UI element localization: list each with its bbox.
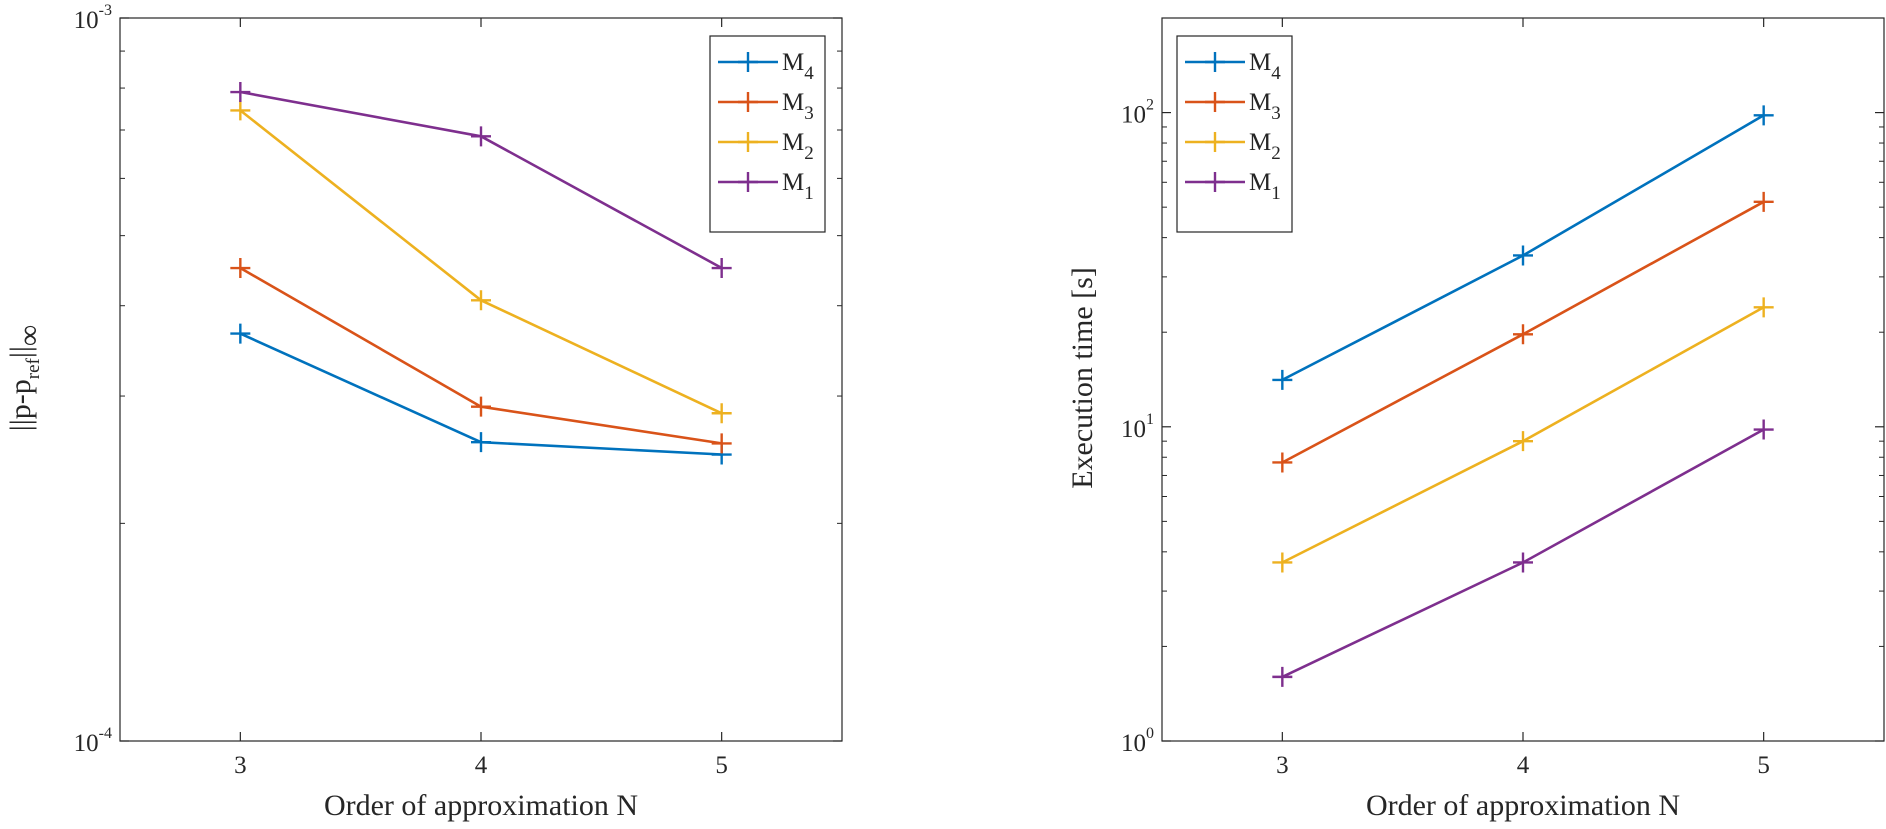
chart-2-legend-entry-m3: M3 (1249, 89, 1281, 124)
chart-1-x-tick-label: 4 (475, 752, 488, 779)
chart-2-x-tick-label: 3 (1276, 752, 1289, 779)
chart-2-legend-sub: 1 (1271, 183, 1281, 204)
chart-1-data-point-m3 (471, 396, 491, 417)
chart-2-data-point-m2 (1753, 297, 1774, 318)
chart-2-x-axis-label: Order of approximation N (1366, 789, 1680, 822)
chart-1-data-point-m1 (471, 126, 491, 147)
chart-1-x-tick-label: 5 (715, 752, 728, 779)
chart-2-legend-sub: 2 (1271, 143, 1281, 164)
chart-2-y-tick-label: 102 (1121, 97, 1154, 129)
chart-2-legend-marker-m4 (1205, 52, 1225, 72)
chart-1-legend-entry-m3: M3 (782, 89, 814, 124)
chart-1-data-point-m3 (711, 433, 732, 454)
chart-1-legend-sub: 1 (804, 183, 814, 204)
chart-2-data-point-m3 (1513, 324, 1533, 345)
chart-2-data-point-m1 (1513, 552, 1533, 573)
chart-2-y-tick-exp: 1 (1146, 411, 1154, 428)
chart-1-x-tick-label: 3 (234, 752, 247, 779)
chart-2-data-point-m2 (1513, 431, 1533, 452)
chart-2-legend-name: M (1249, 89, 1271, 116)
chart-1-legend-name: M (782, 49, 804, 76)
chart-2-legend-name: M (1249, 49, 1271, 76)
chart-2-data-point-m2 (1272, 552, 1293, 573)
chart-1-legend-sub: 2 (804, 143, 814, 164)
chart-2-x-tick-label: 4 (1517, 752, 1530, 779)
chart-2-y-tick-label: 101 (1121, 411, 1154, 443)
chart-1-y-tick-exp: -3 (99, 2, 112, 19)
chart-1-y-label-inf: ∞ (13, 325, 46, 346)
chart-1-data-point-m3 (230, 258, 251, 279)
chart-1-y-tick-base: 10 (74, 730, 99, 757)
chart-2-data-point-m4 (1272, 369, 1293, 390)
chart-2-y-tick-base: 10 (1121, 416, 1146, 443)
chart-1-y-label-tail: || (4, 346, 37, 358)
chart-1-y-tick-base: 10 (74, 7, 99, 34)
chart-2-y-tick-base: 10 (1121, 102, 1146, 129)
chart-2-legend-marker-m2 (1205, 132, 1225, 152)
chart-1-data-point-m2 (230, 100, 251, 121)
chart-1-y-label-sub: ref (23, 357, 44, 379)
chart-2-legend-box (1176, 35, 1293, 233)
chart-1-y-tick-label: 10-3 (74, 2, 112, 34)
chart-2-x-tick-label: 5 (1757, 752, 1770, 779)
chart-1-legend-entry-m4: M4 (782, 49, 814, 84)
chart-1-y-label-base: ||p-p (4, 379, 37, 431)
chart-1-legend-marker-m3 (738, 92, 758, 112)
chart-1-data-point-m2 (471, 290, 491, 311)
chart-1-data-point-m1 (230, 82, 251, 103)
chart-1-y-axis-label: ||p-pref||∞ (4, 325, 46, 432)
chart-1-series-line-m1 (240, 90, 723, 270)
chart-1-y-tick-label: 10-4 (74, 725, 112, 757)
chart-2-data-point-m3 (1753, 191, 1774, 212)
chart-1-legend-entry-m1: M1 (782, 169, 814, 204)
chart-2-y-tick-label: 100 (1121, 725, 1154, 757)
chart-2-legend-marker-m1 (1205, 172, 1225, 192)
chart-1-data-point-m2 (711, 403, 732, 424)
chart-2-legend-entry-m2: M2 (1249, 129, 1281, 164)
chart-2-legend-entry-m4: M4 (1249, 49, 1281, 84)
chart-2-y-tick-exp: 0 (1146, 725, 1154, 742)
chart-1-legend-name: M (782, 169, 804, 196)
chart-2-data-point-m1 (1272, 666, 1293, 687)
chart-1-legend-sub: 3 (804, 103, 814, 124)
chart-2-legend-name: M (1249, 169, 1271, 196)
chart-2-data-point-m1 (1753, 419, 1774, 440)
chart-1-legend-entry-m2: M2 (782, 129, 814, 164)
chart-2-data-point-m4 (1513, 245, 1533, 266)
chart-1-legend-name: M (782, 129, 804, 156)
chart-2-y-tick-exp: 2 (1146, 97, 1154, 114)
chart-1-x-axis-label: Order of approximation N (324, 789, 638, 822)
chart-2-legend-sub: 4 (1271, 63, 1281, 84)
chart-2-legend-sub: 3 (1271, 103, 1281, 124)
chart-2-data-point-m4 (1753, 105, 1774, 126)
chart-2-y-axis-label: Execution time [s] (1066, 267, 1099, 489)
chart-1-legend-sub: 4 (804, 63, 814, 84)
chart-1-data-point-m4 (471, 432, 491, 453)
chart-2-data-point-m3 (1272, 452, 1293, 473)
chart-1-data-point-m1 (711, 258, 732, 279)
chart-1-legend-marker-m4 (738, 52, 758, 72)
chart-2-y-tick-base: 10 (1121, 730, 1146, 757)
chart-1-legend-name: M (782, 89, 804, 116)
chart-1-y-tick-exp: -4 (99, 725, 112, 742)
chart-1-legend-marker-m2 (738, 132, 758, 152)
chart-1-legend-marker-m1 (738, 172, 758, 192)
chart-2-legend-marker-m3 (1205, 92, 1225, 112)
chart-2-legend-name: M (1249, 129, 1271, 156)
chart-1-legend-box (709, 35, 826, 233)
chart-2-legend-entry-m1: M1 (1249, 169, 1281, 204)
chart-1-series-line-m2 (239, 109, 723, 415)
chart-1-data-point-m4 (230, 323, 251, 344)
